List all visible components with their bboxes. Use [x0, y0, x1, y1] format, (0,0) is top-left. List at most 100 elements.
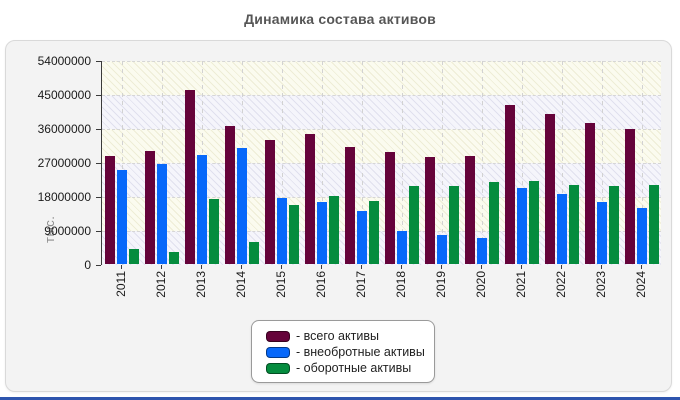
bar-group-2020 — [462, 60, 502, 264]
vertical-gridline — [522, 61, 523, 265]
x-tick-label: 2020 — [474, 271, 488, 298]
vertical-gridline — [322, 61, 323, 265]
bar-current-2017 — [369, 201, 379, 264]
bar-group-2018 — [382, 60, 422, 264]
x-label-cell: 2020 — [461, 271, 501, 319]
bar-current-2011 — [129, 249, 139, 264]
bar-group-2021 — [502, 60, 542, 264]
vertical-gridline — [402, 61, 403, 265]
x-tick-label: 2021 — [514, 271, 528, 298]
plot-area — [101, 61, 661, 265]
bar-group-2013 — [182, 60, 222, 264]
vertical-gridline — [562, 61, 563, 265]
bar-noncurrent-2014 — [237, 148, 247, 264]
bar-noncurrent-2020 — [477, 238, 487, 264]
x-tick-mark — [281, 265, 282, 269]
y-tick-label: 9000000 — [44, 224, 91, 238]
bar-total-2021 — [505, 105, 515, 264]
legend-label-total: - всего активы — [296, 329, 379, 343]
x-tick-mark — [561, 265, 562, 269]
bar-total-2020 — [465, 156, 475, 264]
legend-item-noncurrent: - внеобротные активы — [266, 344, 434, 360]
x-label-cell: 2011 — [101, 271, 141, 319]
legend-swatch-current — [266, 362, 290, 374]
bar-group-2023 — [582, 60, 622, 264]
y-tick-mark — [96, 163, 101, 164]
bar-noncurrent-2021 — [517, 188, 527, 264]
bar-noncurrent-2022 — [557, 194, 567, 264]
plot-band — [102, 61, 661, 95]
bar-total-2022 — [545, 114, 555, 264]
bar-group-2016 — [302, 60, 342, 264]
vertical-gridline — [602, 61, 603, 265]
vertical-gridline — [482, 61, 483, 265]
bar-total-2016 — [305, 134, 315, 264]
y-tick-label: 45000000 — [37, 88, 91, 102]
bar-group-2012 — [142, 60, 182, 264]
y-tick-mark — [96, 265, 101, 266]
bar-total-2014 — [225, 126, 235, 264]
plot-band — [102, 163, 661, 197]
bar-group-2022 — [542, 60, 582, 264]
legend-swatch-total — [266, 330, 290, 342]
bar-total-2012 — [145, 151, 155, 264]
x-tick-label: 2015 — [274, 271, 288, 298]
bar-current-2024 — [649, 185, 659, 264]
legend: - всего активы - внеобротные активы - обор… — [251, 320, 435, 383]
bar-total-2018 — [385, 152, 395, 264]
bar-noncurrent-2017 — [357, 211, 367, 264]
x-tick-mark — [641, 265, 642, 269]
x-tick-mark — [321, 265, 322, 269]
x-label-cell: 2013 — [181, 271, 221, 319]
x-tick-mark — [481, 265, 482, 269]
y-tick-label: 0 — [84, 258, 91, 272]
x-tick-mark — [121, 265, 122, 269]
x-tick-mark — [161, 265, 162, 269]
x-tick-mark — [241, 265, 242, 269]
vertical-gridline — [362, 61, 363, 265]
x-label-cell: 2018 — [381, 271, 421, 319]
y-tick-mark — [96, 95, 101, 96]
plot-band — [102, 231, 661, 265]
bar-current-2015 — [289, 205, 299, 264]
x-tick-label: 2012 — [154, 271, 168, 298]
x-tick-mark — [441, 265, 442, 269]
legend-item-current: - оборотные активы — [266, 360, 434, 376]
x-tick-label: 2014 — [234, 271, 248, 298]
x-tick-mark — [521, 265, 522, 269]
bar-current-2012 — [169, 252, 179, 264]
legend-label-current: - оборотные активы — [296, 361, 412, 375]
y-tick-mark — [96, 231, 101, 232]
x-label-cell: 2017 — [341, 271, 381, 319]
plot-band — [102, 197, 661, 231]
x-label-cell: 2023 — [581, 271, 621, 319]
bar-noncurrent-2011 — [117, 170, 127, 264]
x-tick-mark — [401, 265, 402, 269]
x-tick-label: 2017 — [354, 271, 368, 298]
vertical-gridline — [642, 61, 643, 265]
bar-noncurrent-2024 — [637, 208, 647, 264]
bar-total-2013 — [185, 90, 195, 264]
bar-total-2019 — [425, 157, 435, 264]
window-bottom-border — [0, 397, 680, 400]
y-tick-mark — [96, 61, 101, 62]
legend-swatch-noncurrent — [266, 346, 290, 358]
x-tick-mark — [201, 265, 202, 269]
chart-title: Динамика состава активов — [244, 11, 436, 27]
x-label-cell: 2021 — [501, 271, 541, 319]
bar-current-2013 — [209, 199, 219, 264]
bar-current-2023 — [609, 186, 619, 264]
x-tick-label: 2023 — [594, 271, 608, 298]
bar-noncurrent-2013 — [197, 155, 207, 264]
y-tick-mark — [96, 197, 101, 198]
x-tick-label: 2013 — [194, 271, 208, 298]
bar-current-2016 — [329, 196, 339, 264]
y-tick-mark — [96, 129, 101, 130]
legend-rows: - всего активы - внеобротные активы - обор… — [266, 328, 434, 376]
vertical-gridline — [282, 61, 283, 265]
x-label-cell: 2024 — [621, 271, 661, 319]
legend-label-noncurrent: - внеобротные активы — [296, 345, 425, 359]
x-tick-mark — [601, 265, 602, 269]
bar-noncurrent-2023 — [597, 202, 607, 264]
bar-noncurrent-2012 — [157, 164, 167, 264]
